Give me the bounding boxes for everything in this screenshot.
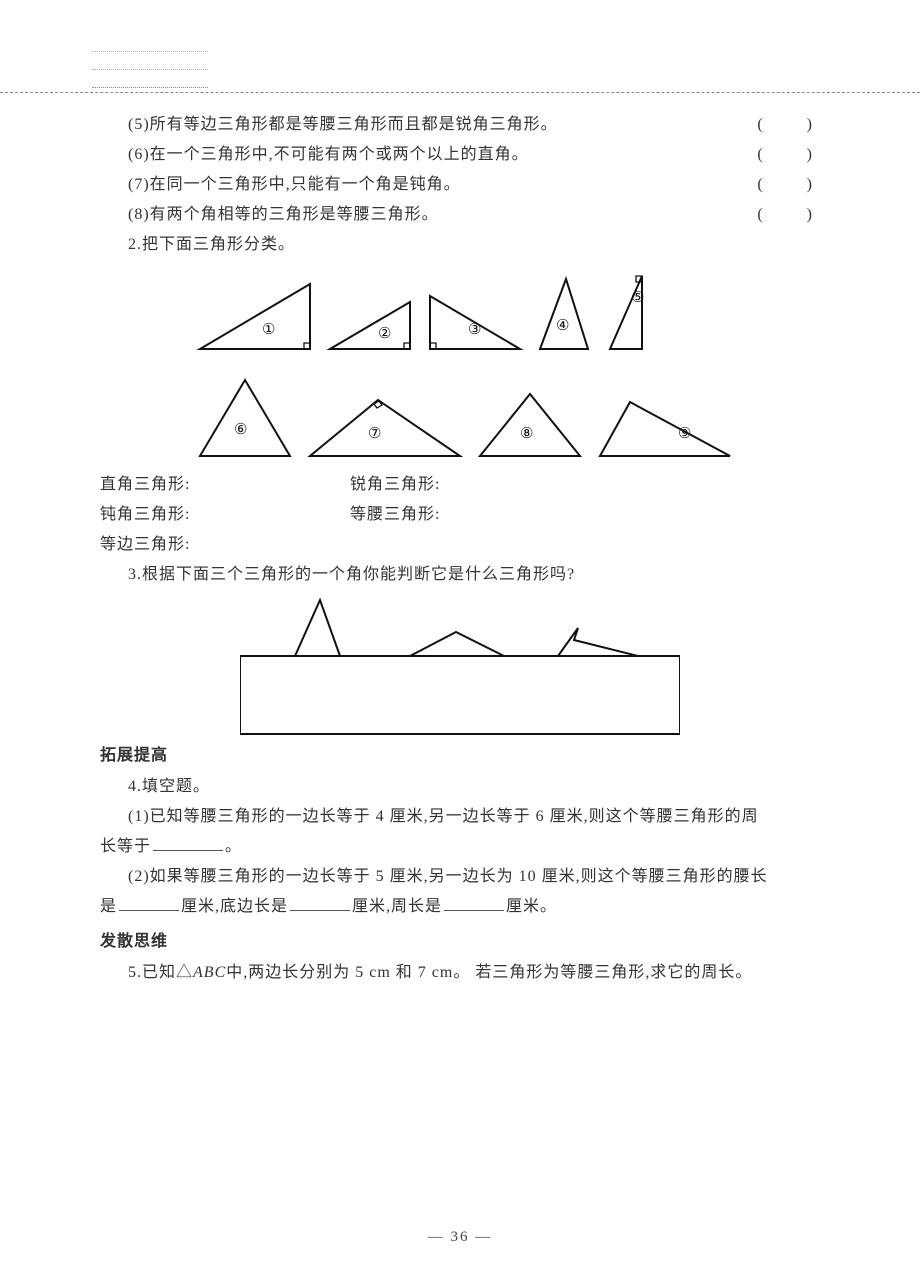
q4-1-line2: 长等于 。	[100, 832, 820, 862]
q4-2-blank3	[444, 895, 504, 911]
label-right-triangle: 直角三角形:	[100, 470, 350, 500]
q4-2a-text: (2)如果等腰三角形的一边长等于 5 厘米,另一边长为 10 厘米,则这个等腰三…	[128, 862, 768, 892]
tf-7-paren: ( )	[757, 170, 820, 200]
label-acute-triangle: 锐角三角形:	[350, 470, 440, 500]
q4-1-line1: (1)已知等腰三角形的一边长等于 4 厘米,另一边长等于 6 厘米,则这个等腰三…	[100, 802, 820, 832]
tf-8-paren: ( )	[757, 200, 820, 230]
class-row-1: 直角三角形: 锐角三角形:	[100, 470, 820, 500]
label-isosceles-triangle: 等腰三角形:	[350, 500, 440, 530]
q4-2b-2: 厘米,底边长是	[181, 892, 288, 922]
q5-pre: 5.已知△	[128, 958, 193, 988]
svg-text:①: ①	[262, 322, 275, 338]
q2-stem: 2.把下面三角形分类。	[100, 230, 820, 260]
svg-text:⑤: ⑤	[631, 290, 644, 306]
q2-stem-text: 2.把下面三角形分类。	[128, 230, 295, 260]
label-equilateral-triangle: 等边三角形:	[100, 530, 350, 560]
q4-1b-prefix: 长等于	[100, 832, 151, 862]
q4-2-blank1	[119, 895, 179, 911]
svg-text:③: ③	[468, 322, 481, 338]
tf-5-text: (5)所有等边三角形都是等腰三角形而且都是锐角三角形。	[128, 110, 757, 140]
q4-2b-4: 厘米。	[506, 892, 557, 922]
tf-item-6: (6)在一个三角形中,不可能有两个或两个以上的直角。 ( )	[100, 140, 820, 170]
q4-1b-suffix: 。	[225, 832, 242, 862]
tf-7-text: (7)在同一个三角形中,只能有一个角是钝角。	[128, 170, 757, 200]
class-row-2: 钝角三角形: 等腰三角形:	[100, 500, 820, 530]
q3-stem: 3.根据下面三个三角形的一个角你能判断它是什么三角形吗?	[100, 560, 820, 590]
svg-text:⑦: ⑦	[368, 426, 381, 442]
label-obtuse-triangle: 钝角三角形:	[100, 500, 350, 530]
q4-2-blank2	[290, 895, 350, 911]
q4-2b-1: 是	[100, 892, 117, 922]
class-row-3: 等边三角形:	[100, 530, 820, 560]
q5-line: 5.已知△ABC 中,两边长分别为 5 cm 和 7 cm。 若三角形为等腰三角…	[100, 958, 820, 988]
page-number: — 36 —	[0, 1229, 920, 1246]
q5-post: 中,两边长分别为 5 cm 和 7 cm。 若三角形为等腰三角形,求它的周长。	[226, 958, 752, 988]
svg-text:④: ④	[556, 318, 569, 334]
q3-stem-text: 3.根据下面三个三角形的一个角你能判断它是什么三角形吗?	[128, 560, 575, 590]
tf-8-text: (8)有两个角相等的三角形是等腰三角形。	[128, 200, 757, 230]
page-content: (5)所有等边三角形都是等腰三角形而且都是锐角三角形。 ( ) (6)在一个三角…	[0, 0, 920, 1028]
q4-2-line2: 是 厘米,底边长是 厘米,周长是 厘米。	[100, 892, 820, 922]
tf-5-paren: ( )	[757, 110, 820, 140]
tf-6-text: (6)在一个三角形中,不可能有两个或两个以上的直角。	[128, 140, 757, 170]
svg-text:⑨: ⑨	[678, 426, 691, 442]
section-heading-divergent: 发散思维	[100, 926, 820, 958]
svg-text:⑧: ⑧	[520, 426, 533, 442]
triangle-classification-figure: ① ② ③ ④ ⑤ ⑥ ⑦ ⑧ ⑨	[150, 266, 770, 466]
header-dashed-line	[0, 92, 920, 93]
q4-stem: 4.填空题。	[100, 772, 820, 802]
q4-2b-3: 厘米,周长是	[352, 892, 442, 922]
q4-1-blank	[153, 835, 223, 851]
tf-6-paren: ( )	[757, 140, 820, 170]
q5-abc: ABC	[193, 958, 226, 988]
q4-1a-text: (1)已知等腰三角形的一边长等于 4 厘米,另一边长等于 6 厘米,则这个等腰三…	[128, 802, 759, 832]
q4-stem-text: 4.填空题。	[128, 772, 210, 802]
section-heading-extend: 拓展提高	[100, 740, 820, 772]
tf-item-5: (5)所有等边三角形都是等腰三角形而且都是锐角三角形。 ( )	[100, 110, 820, 140]
svg-text:②: ②	[378, 326, 391, 342]
q3-angle-figure	[240, 596, 680, 736]
svg-text:⑥: ⑥	[234, 422, 247, 438]
tf-item-7: (7)在同一个三角形中,只能有一个角是钝角。 ( )	[100, 170, 820, 200]
header-box	[92, 34, 208, 88]
q4-2-line1: (2)如果等腰三角形的一边长等于 5 厘米,另一边长为 10 厘米,则这个等腰三…	[100, 862, 820, 892]
tf-item-8: (8)有两个角相等的三角形是等腰三角形。 ( )	[100, 200, 820, 230]
